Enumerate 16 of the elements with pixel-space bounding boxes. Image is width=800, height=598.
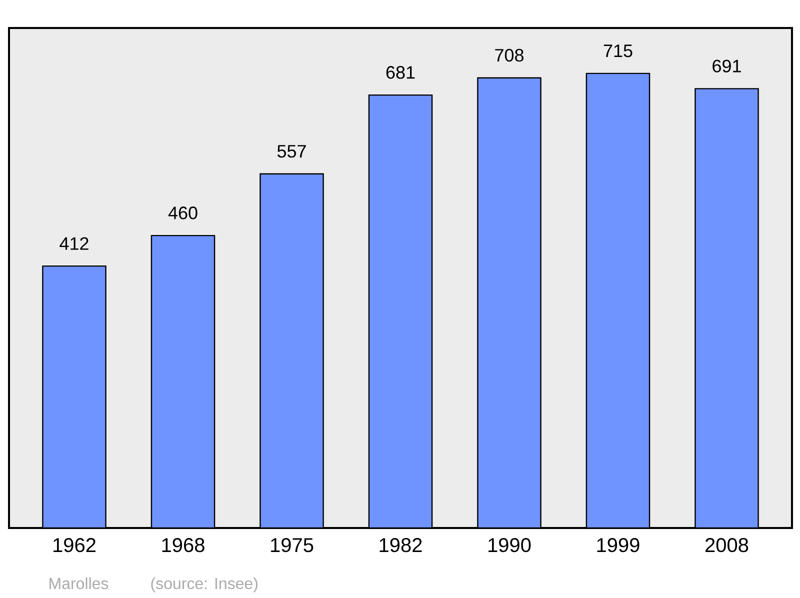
data-label: 557 [277,145,306,158]
x-tick-label: 1975 [271,538,314,552]
x-tick-label: 1982 [380,538,422,552]
data-label: 412 [60,237,88,250]
x-tick-label: 1962 [54,538,96,552]
data-label: 691 [712,60,741,72]
data-label: 715 [604,44,632,58]
x-tick-label: 1999 [597,538,640,552]
text: Marolles [50,577,108,590]
data-label: 708 [495,48,524,62]
x-tick-label: 1968 [162,538,204,552]
data-label: 681 [386,66,415,79]
text: (source: Insee) [151,577,258,592]
x-tick-label: 1990 [488,538,531,552]
data-label: 460 [168,206,198,220]
x-tick-label: 2008 [706,538,748,552]
